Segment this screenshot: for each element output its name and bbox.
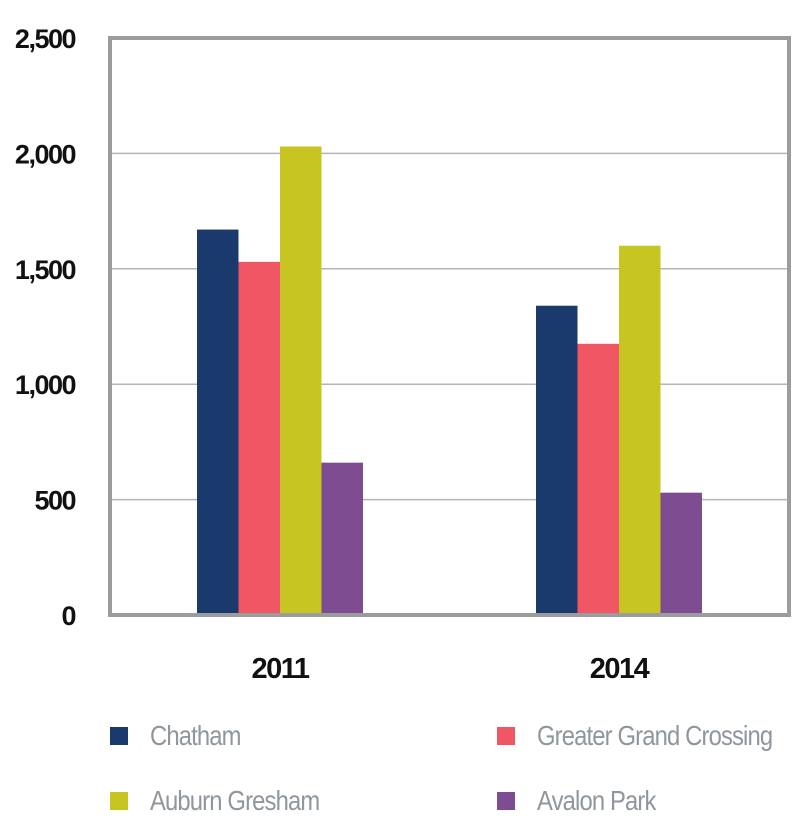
x-axis-ticks: 2011 2014: [252, 653, 652, 685]
y-tick-label: 1,000: [15, 370, 76, 400]
bar-auburn-gresham-2014: [619, 245, 661, 615]
y-tick-label: 2,500: [15, 24, 76, 54]
plot-frame: [108, 36, 791, 617]
x-tick-label: 2014: [590, 653, 650, 685]
bar-greater-grand-crossing-2011: [238, 261, 280, 615]
bar-avalon-park-2014: [660, 492, 702, 615]
y-axis-ticks: 0 500 1,000 1,500 2,000 2,500: [15, 24, 77, 631]
bar-chatham-2014: [536, 305, 578, 615]
bar-auburn-gresham-2011: [280, 146, 322, 615]
y-tick-label: 0: [61, 601, 75, 631]
x-tick-label: 2011: [252, 653, 310, 685]
bar-avalon-park-2011: [321, 462, 363, 615]
y-tick-label: 1,500: [15, 255, 76, 285]
y-tick-label: 500: [34, 486, 75, 516]
bar-chatham-2011: [197, 229, 239, 615]
bars: [197, 146, 702, 615]
y-tick-label: 2,000: [15, 139, 76, 169]
bar-greater-grand-crossing-2014: [577, 343, 619, 615]
